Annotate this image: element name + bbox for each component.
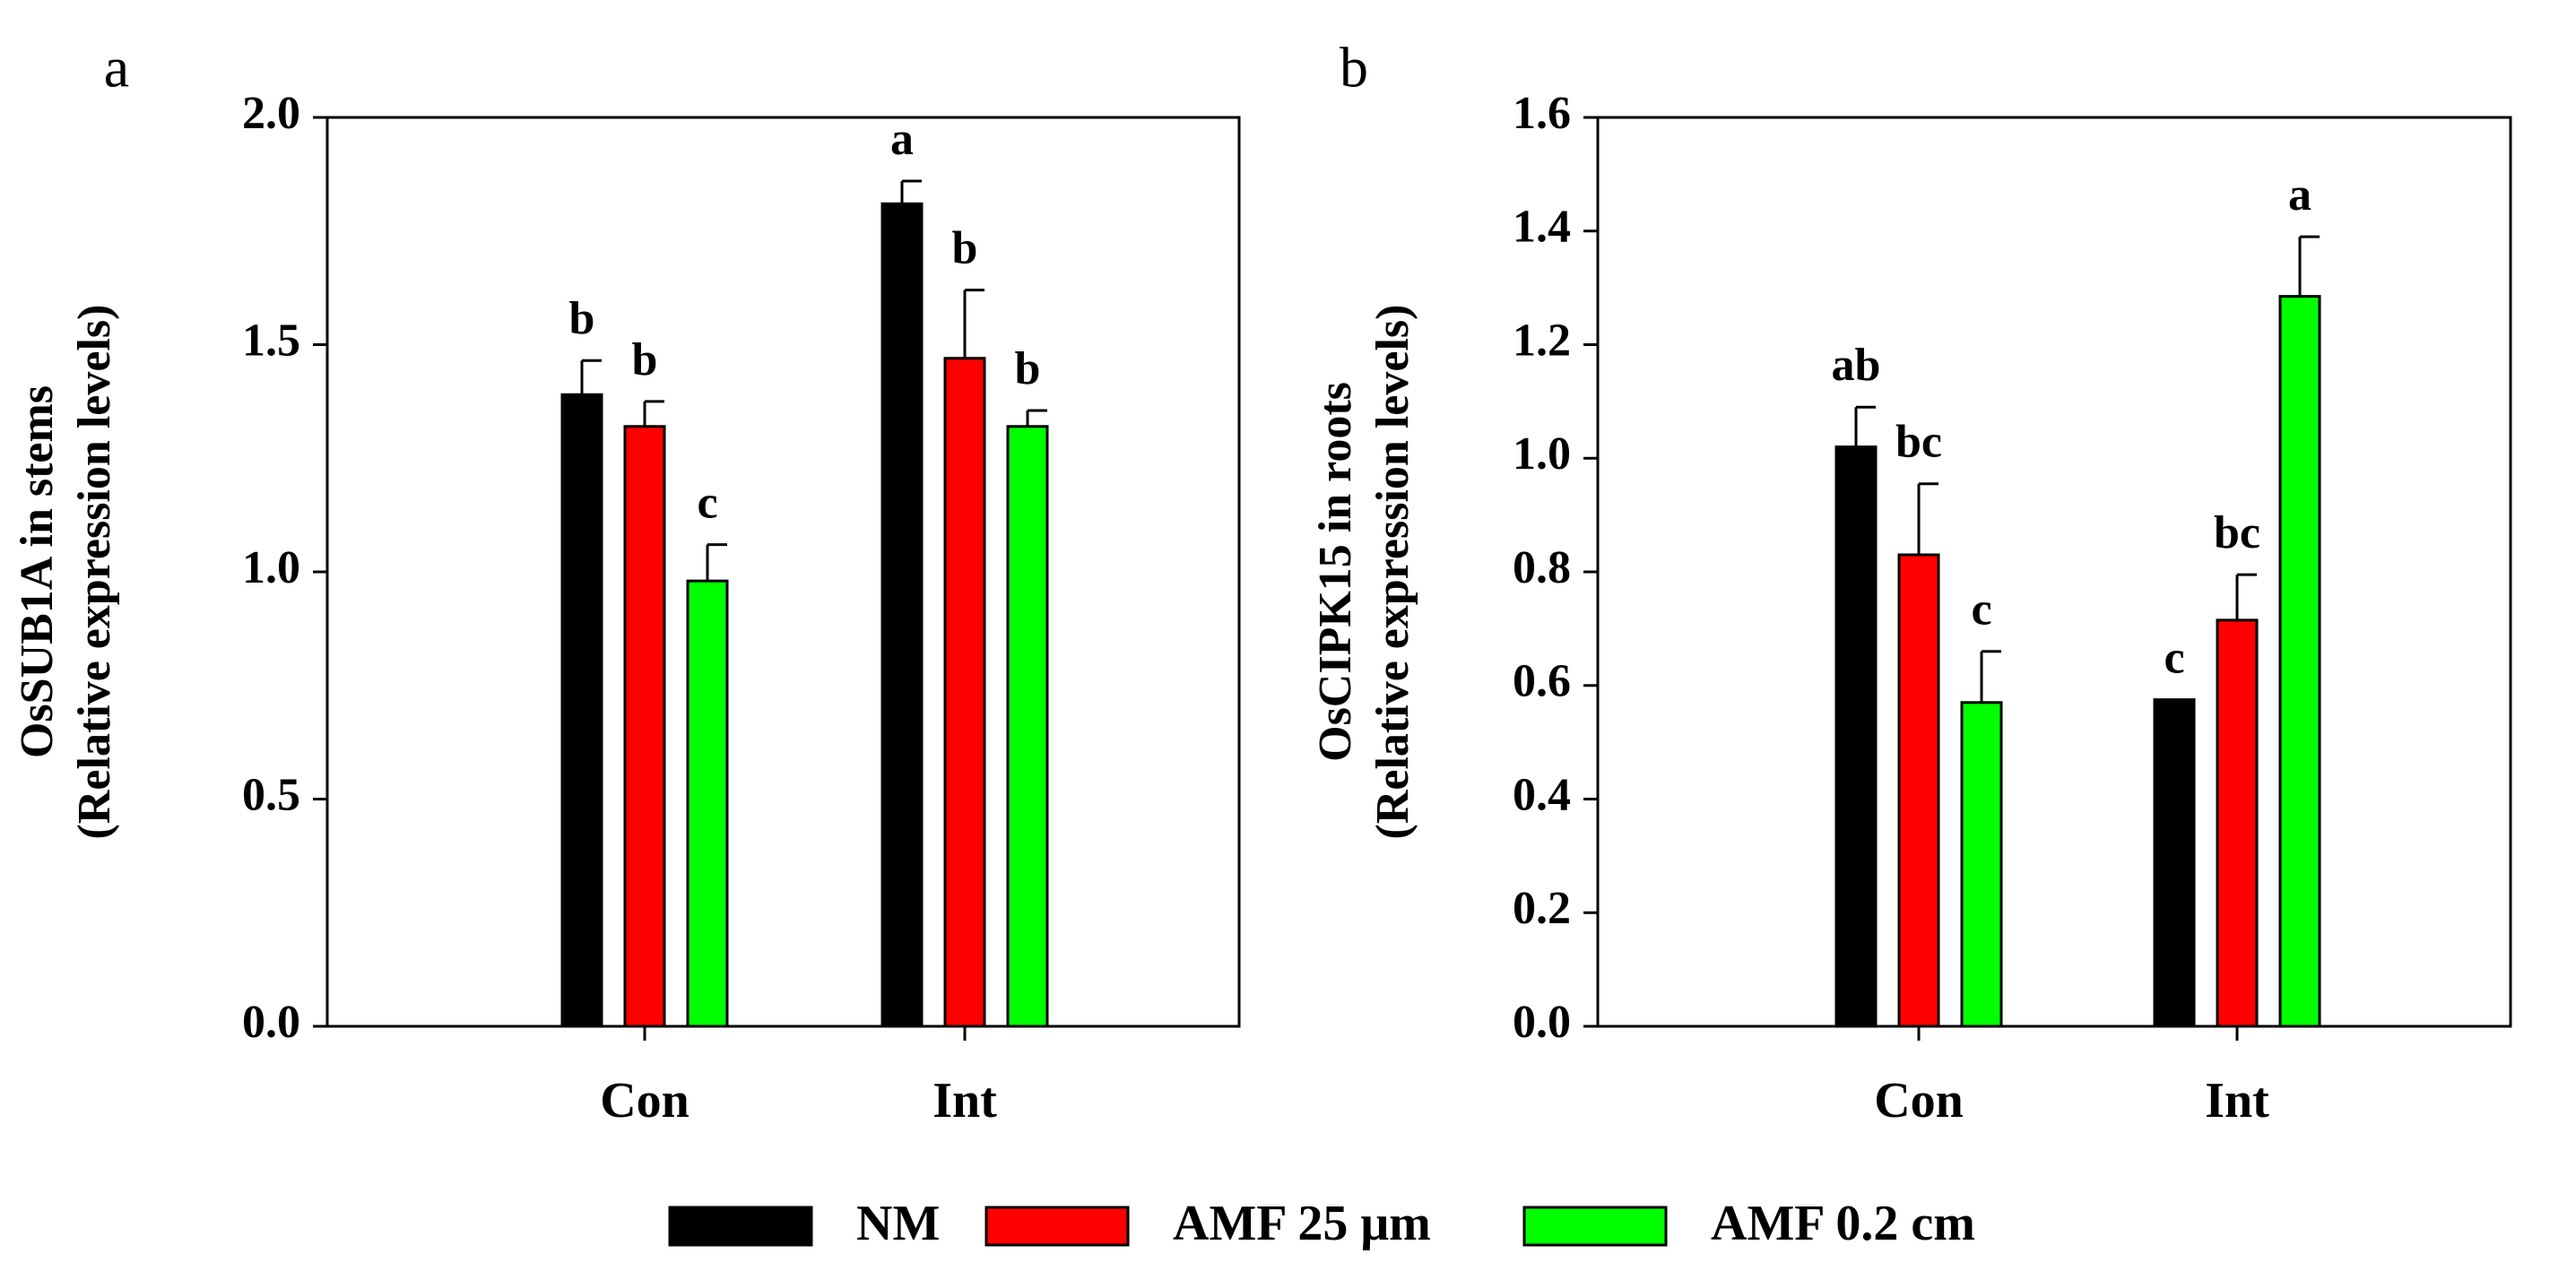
y-tick-label: 0.6	[1513, 656, 1571, 707]
bar-amf-0-2-cm-int	[1006, 425, 1049, 1028]
significance-letter: b	[569, 293, 595, 344]
significance-letter: bc	[2214, 507, 2260, 558]
bar-nm-con	[1834, 445, 1878, 1028]
y-tick-label: 1.0	[1513, 428, 1571, 480]
x-tick-label: Int	[932, 1073, 997, 1128]
legend: NM AMF 25 μm AMF 0.2 cm	[668, 1196, 1975, 1251]
significance-letter: ab	[1832, 340, 1881, 391]
bar-amf-0-2-cm-con	[686, 579, 729, 1028]
chart-panel-b: b OsCIPK15 in roots (Relative expression l…	[1310, 36, 2512, 1128]
panel-letter: a	[104, 36, 129, 99]
bar-amf-25-m-int	[2216, 618, 2259, 1028]
plot-frame	[325, 116, 1241, 1028]
y-tick-label: 1.5	[242, 315, 300, 366]
plot-frame	[1596, 116, 2512, 1028]
y-axis-title-line1: OsSUB1A in stems	[12, 385, 63, 758]
x-tick-label: Int	[2205, 1073, 2269, 1128]
y-tick-label: 1.4	[1513, 202, 1571, 253]
bar-amf-25-m-con	[623, 425, 666, 1028]
legend-swatch-amf-0-2-cm	[1522, 1206, 1668, 1247]
significance-letter: a	[2288, 169, 2311, 220]
y-tick-label: 0.4	[1513, 769, 1571, 820]
bar-nm-int	[880, 202, 924, 1028]
legend-label: NM	[856, 1196, 940, 1251]
significance-letter: c	[1971, 584, 1991, 636]
y-axis-title-line2: (Relative expression levels)	[1367, 305, 1418, 840]
y-tick-label: 0.8	[1513, 542, 1571, 593]
bar-amf-25-m-con	[1897, 553, 1940, 1028]
significance-letter: b	[1015, 343, 1041, 394]
bar-amf-25-m-int	[943, 357, 986, 1028]
significance-letter: c	[2164, 633, 2184, 684]
y-tick-label: 0.0	[1513, 997, 1571, 1048]
bar-nm-con	[560, 393, 603, 1028]
y-tick-label: 1.6	[1513, 88, 1571, 139]
y-tick-label: 2.0	[242, 88, 300, 139]
y-tick-label: 0.2	[1513, 883, 1571, 934]
significance-letter: a	[890, 114, 914, 165]
legend-label: AMF 25 μm	[1173, 1196, 1431, 1251]
y-axis-title-line1: OsCIPK15 in roots	[1310, 382, 1361, 762]
bar-amf-0-2-cm-int	[2278, 295, 2321, 1028]
chart-panel-a: a OsSUB1A in stems (Relative expression le…	[12, 36, 1241, 1128]
y-tick-label: 0.5	[242, 769, 300, 820]
legend-swatch-amf-25-m	[984, 1206, 1130, 1247]
legend-label: AMF 0.2 cm	[1711, 1196, 1975, 1251]
panel-letter: b	[1340, 36, 1368, 99]
x-tick-label: Con	[1874, 1073, 1964, 1128]
bar-nm-int	[2153, 698, 2196, 1028]
significance-letter: bc	[1895, 417, 1942, 468]
significance-letter: b	[952, 223, 978, 274]
x-tick-label: Con	[600, 1073, 690, 1128]
significance-letter: c	[697, 478, 717, 529]
y-tick-label: 1.2	[1513, 315, 1571, 366]
y-tick-label: 0.0	[242, 997, 300, 1048]
y-tick-label: 1.0	[242, 542, 300, 593]
y-axis-title-line2: (Relative expression levels)	[69, 305, 120, 840]
legend-swatch-nm	[668, 1206, 813, 1247]
significance-letter: b	[632, 334, 658, 385]
bar-amf-0-2-cm-con	[1960, 701, 2003, 1028]
